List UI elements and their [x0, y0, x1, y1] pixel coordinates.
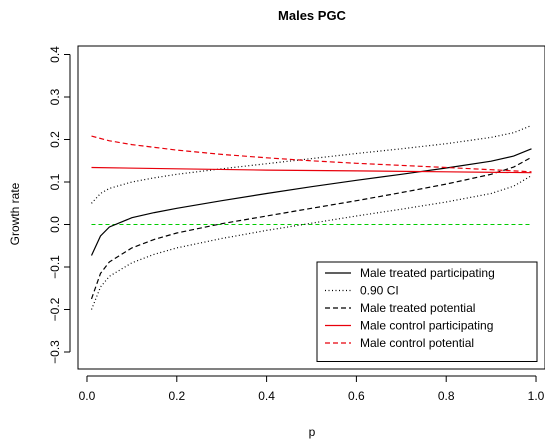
- legend-label: Male control potential: [360, 336, 474, 350]
- series-line-3: [90, 175, 532, 310]
- x-axis-label: p: [309, 425, 316, 439]
- y-tick-label: 0.3: [48, 88, 62, 105]
- series-line-6: [91, 135, 532, 173]
- y-tick-label: −0.3: [48, 340, 62, 364]
- legend-label: Male treated potential: [360, 301, 475, 315]
- series-line-5: [91, 166, 532, 174]
- x-tick-label: 0.2: [168, 389, 185, 403]
- legend-label: 0.90 CI: [360, 284, 399, 298]
- y-tick-label: −0.1: [48, 255, 62, 279]
- x-tick-label: 0.8: [438, 389, 455, 403]
- y-axis-label: Growth rate: [8, 182, 22, 245]
- series-line-1: [90, 148, 532, 256]
- y-tick-label: 0.1: [48, 173, 62, 190]
- x-tick-label: 1.0: [528, 389, 545, 403]
- x-tick-label: 0.6: [348, 389, 365, 403]
- series-line-4: [90, 156, 532, 300]
- y-tick-label: 0.2: [48, 131, 62, 148]
- series-line-2: [91, 124, 532, 204]
- series-layer: [90, 124, 532, 310]
- legend-box: [316, 261, 538, 362]
- x-tick-label: 0.4: [258, 389, 275, 403]
- axes: 0.0 0.2 0.4 0.6 0.8 1.0 −0.3 −0.2 −0.1 0.0 0.1 0.2 0…: [48, 46, 545, 403]
- y-tick-label: 0.4: [48, 46, 62, 63]
- y-tick-label: −0.2: [48, 297, 62, 321]
- chart-title: Males PGC: [278, 8, 347, 23]
- legend-label: Male treated participating: [360, 266, 495, 280]
- x-tick-label: 0.0: [79, 389, 96, 403]
- y-tick-label: 0.0: [48, 216, 62, 233]
- legend: Male treated participating 0.90 CI Male tr…: [316, 261, 538, 362]
- plot-frame: [77, 45, 545, 370]
- legend-label: Male control participating: [360, 319, 493, 333]
